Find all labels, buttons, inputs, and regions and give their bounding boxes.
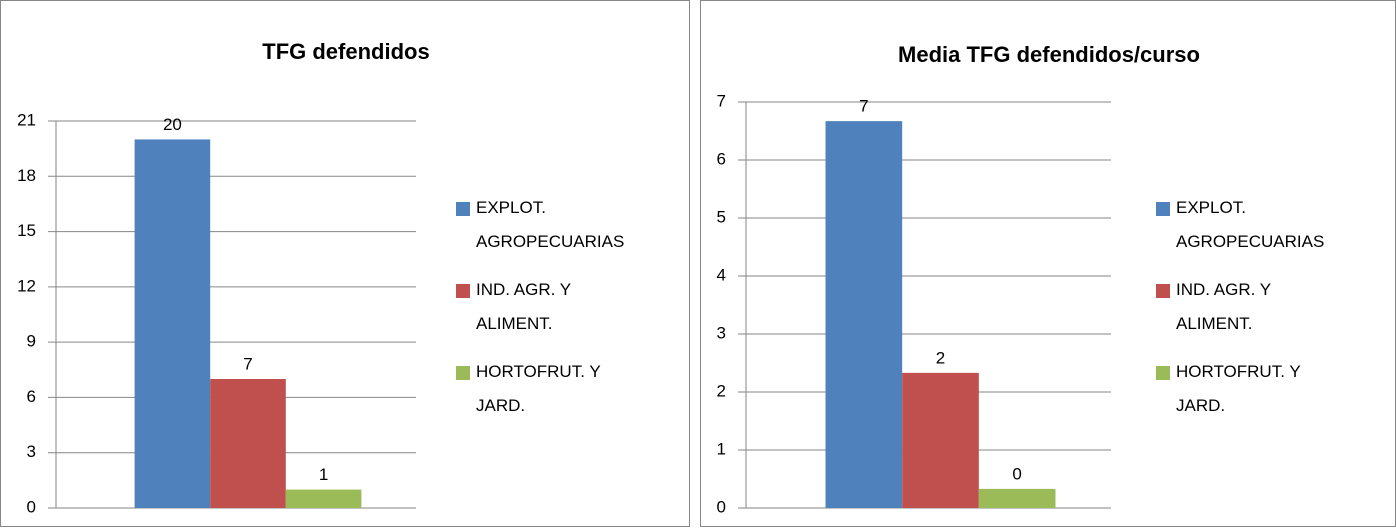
legend-swatch <box>1156 366 1170 380</box>
legend-item: HORTOFRUT. Y JARD. <box>1156 355 1321 437</box>
legend-label: EXPLOT. AGROPECUARIAS <box>1176 198 1325 251</box>
y-tick-label: 0 <box>27 497 36 516</box>
y-tick-label: 3 <box>717 323 726 342</box>
legend-label: IND. AGR. Y ALIMENT. <box>476 280 571 333</box>
legend: EXPLOT. AGROPECUARIAS IND. AGR. Y ALIMENT… <box>456 191 625 437</box>
y-tick-label: 5 <box>717 207 726 226</box>
bar <box>285 489 362 508</box>
legend-item: IND. AGR. Y ALIMENT. <box>1156 273 1321 355</box>
y-tick-label: 6 <box>717 149 726 168</box>
y-tick-label: 7 <box>717 91 726 110</box>
legend-item: IND. AGR. Y ALIMENT. <box>456 273 621 355</box>
data-label: 1 <box>319 465 328 484</box>
chart-title: TFG defendidos <box>262 39 429 64</box>
bar <box>978 488 1056 508</box>
bar <box>825 121 903 508</box>
y-tick-label: 15 <box>17 221 36 240</box>
legend-swatch <box>1156 284 1170 298</box>
legend-swatch <box>456 366 470 380</box>
y-tick-label: 0 <box>717 497 726 516</box>
y-tick-label: 1 <box>717 439 726 458</box>
y-tick-label: 18 <box>17 166 36 185</box>
y-tick-label: 9 <box>27 332 36 351</box>
y-tick-label: 4 <box>717 265 726 284</box>
data-label: 20 <box>163 115 182 134</box>
y-tick-label: 12 <box>17 276 36 295</box>
y-tick-label: 6 <box>27 387 36 406</box>
y-tick-label: 2 <box>717 381 726 400</box>
chart-panel: Media TFG defendidos/curso 0 1 2 3 4 5 6 7 7 2 0 EXP… <box>700 0 1396 527</box>
legend-label: IND. AGR. Y ALIMENT. <box>1176 280 1271 333</box>
legend-swatch <box>456 202 470 216</box>
chart: Media TFG defendidos/curso 0 1 2 3 4 5 6 7 7 2 0 <box>717 42 1200 517</box>
bar <box>134 139 211 508</box>
chart-title: Media TFG defendidos/curso <box>898 42 1200 67</box>
chart-panel: TFG defendidos 0 3 6 9 12 15 18 21 20 7 1 EXPLOT. AG… <box>0 0 690 527</box>
legend-item: EXPLOT. AGROPECUARIAS <box>1156 191 1325 273</box>
legend-label: HORTOFRUT. Y JARD. <box>476 362 601 415</box>
chart: TFG defendidos 0 3 6 9 12 15 18 21 20 7 1 <box>17 39 430 517</box>
bar <box>902 372 979 508</box>
data-label: 0 <box>1012 464 1021 483</box>
legend-swatch <box>1156 202 1170 216</box>
y-tick-label: 3 <box>27 442 36 461</box>
y-tick-label: 21 <box>17 110 36 129</box>
bar <box>210 379 286 508</box>
data-label: 2 <box>936 348 945 367</box>
data-label: 7 <box>243 354 252 373</box>
legend-item: HORTOFRUT. Y JARD. <box>456 355 621 437</box>
legend-label: EXPLOT. AGROPECUARIAS <box>476 198 625 251</box>
legend-swatch <box>456 284 470 298</box>
data-label: 7 <box>859 97 868 116</box>
legend-item: EXPLOT. AGROPECUARIAS <box>456 191 625 273</box>
legend: EXPLOT. AGROPECUARIAS IND. AGR. Y ALIMENT… <box>1156 191 1325 437</box>
legend-label: HORTOFRUT. Y JARD. <box>1176 362 1301 415</box>
